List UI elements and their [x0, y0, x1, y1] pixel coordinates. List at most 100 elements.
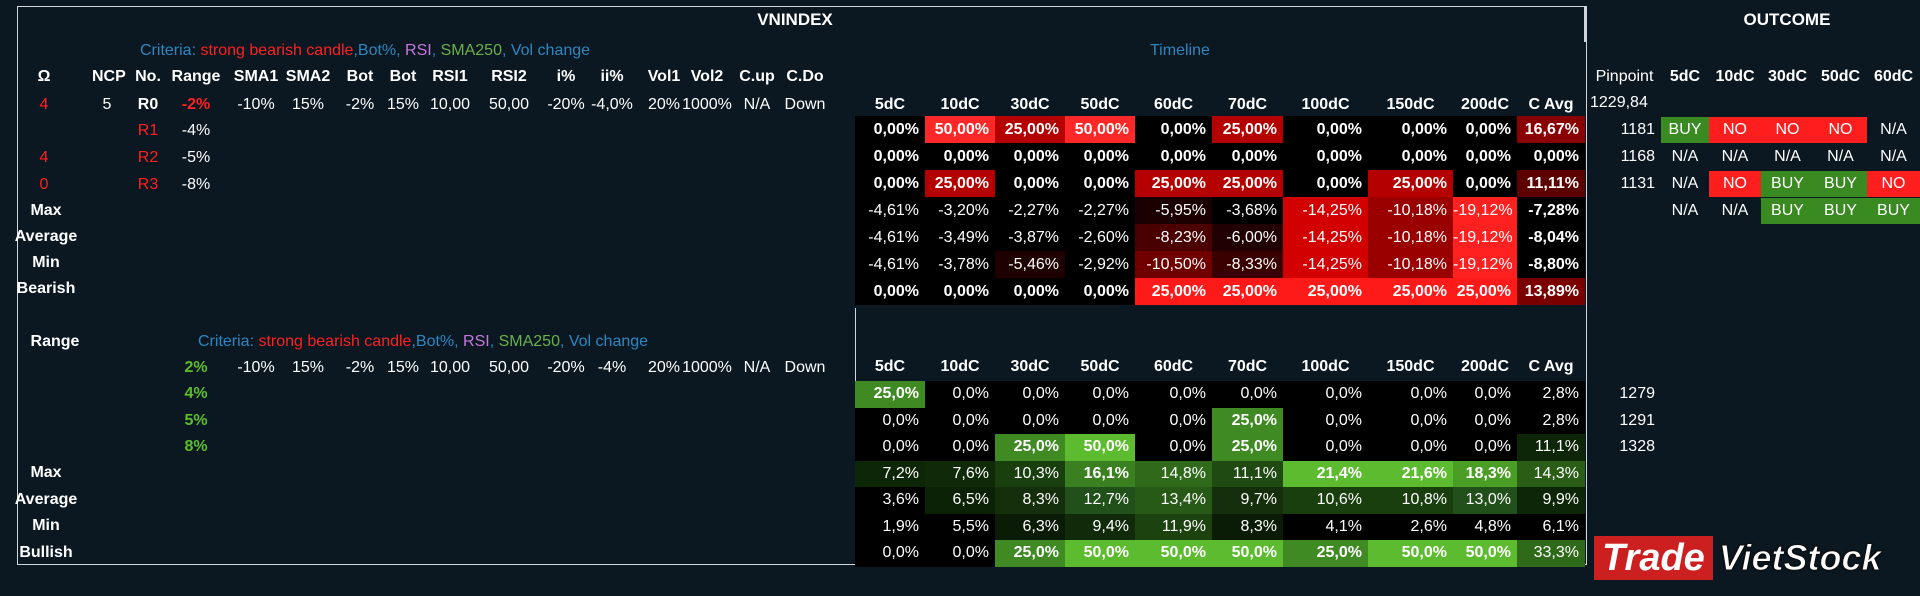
outcome-cell: N/A: [1671, 202, 1699, 219]
left-header: Vol2: [690, 68, 724, 85]
timeline-cell: -7,28%: [1517, 197, 1585, 224]
pinpoint-value: 1291: [1619, 411, 1655, 429]
criteria-sma: SMA250: [498, 333, 560, 350]
timeline-cell: 0,0%: [1065, 407, 1135, 434]
timeline-cell: 25,00%: [1368, 170, 1453, 197]
timeline-cell: -19,12%: [1453, 251, 1517, 278]
left-header: NCP: [92, 68, 126, 85]
timeline-cell: 25,00%: [1135, 170, 1212, 197]
timeline-cell: -3,87%: [995, 224, 1065, 251]
timeline-cell: 3,6%: [855, 487, 925, 514]
timeline-header: 200dC: [1460, 96, 1510, 113]
timeline-cell: -8,33%: [1212, 251, 1283, 278]
criteria-bot: ,Bot%,: [411, 333, 464, 350]
timeline-cell: 0,00%: [1453, 143, 1517, 170]
timeline-cell: 0,0%: [855, 407, 925, 434]
timeline-cell: 0,00%: [855, 170, 925, 197]
timeline-cell: 11,1%: [1517, 434, 1585, 461]
timeline-cell: 50,0%: [1065, 434, 1135, 461]
timeline-header: 150dC: [1386, 358, 1435, 375]
timeline-cell: -5,95%: [1135, 197, 1212, 224]
left-value: N/A: [743, 359, 771, 376]
timeline-cell: 25,00%: [1135, 278, 1212, 305]
outcome-cell: N/A: [1774, 148, 1801, 165]
timeline-cell: 50,00%: [925, 116, 995, 143]
criteria-sma: SMA250: [440, 42, 502, 59]
timeline-cell: 9,9%: [1517, 487, 1585, 514]
timeline-cell: 4,8%: [1453, 513, 1517, 540]
timeline-cell: 0,0%: [1283, 381, 1368, 408]
timeline-cell: -19,12%: [1453, 224, 1517, 251]
omega-value: [30, 118, 58, 144]
left-value: 20%: [647, 96, 681, 113]
stat-label: Min: [32, 517, 60, 534]
timeline-cell: 21,4%: [1283, 460, 1368, 487]
timeline-cell: 25,00%: [995, 116, 1065, 143]
timeline-cell: -3,49%: [925, 224, 995, 251]
timeline-cell: 0,00%: [1065, 143, 1135, 170]
r-label: R3: [137, 176, 159, 193]
stat-label: Max: [30, 464, 62, 481]
left-header: SMA2: [285, 68, 331, 85]
outcome-cell: N/A: [1721, 148, 1749, 165]
timeline-cell: 0,00%: [925, 143, 995, 170]
pinpoint-value: 1279: [1619, 385, 1655, 402]
timeline-cell: 0,0%: [925, 434, 995, 461]
timeline-cell: 8,3%: [1212, 513, 1283, 540]
outcome-cell: N/A: [1671, 175, 1699, 192]
timeline-header: 150dC: [1386, 96, 1435, 113]
timeline-cell: 10,3%: [995, 460, 1065, 487]
timeline-cell: 0,00%: [1065, 170, 1135, 197]
timeline-header: C Avg: [1528, 358, 1574, 375]
timeline-cell: -2,92%: [1065, 251, 1135, 278]
left-value: -2%: [181, 96, 211, 113]
timeline-cell: 25,0%: [1212, 407, 1283, 434]
timeline-cell: 0,0%: [1135, 407, 1212, 434]
timeline-cell: 16,1%: [1065, 460, 1135, 487]
outcome-cell: N/A: [1721, 202, 1749, 219]
pinpoint-value: 1168: [1620, 148, 1655, 165]
timeline-cell: 0,00%: [855, 278, 925, 305]
criteria-bot: ,Bot%,: [353, 42, 406, 59]
timeline-header: 5dC: [874, 358, 906, 375]
timeline-cell: 10,6%: [1283, 487, 1368, 514]
timeline-header: 70dC: [1227, 96, 1268, 113]
outcome-cell: BUY: [1761, 198, 1814, 224]
timeline-cell: -5,46%: [995, 251, 1065, 278]
left-value: 2%: [184, 359, 208, 376]
timeline-header: 60dC: [1153, 96, 1194, 113]
timeline-cell: -14,25%: [1283, 251, 1368, 278]
left-header: Bot: [389, 68, 417, 85]
left-header: No.: [135, 68, 161, 85]
outcome-cell: NO: [1814, 117, 1867, 143]
stat-label: Bullish: [19, 543, 73, 561]
timeline-cell: 11,9%: [1135, 513, 1212, 540]
timeline-cell: -3,20%: [925, 197, 995, 224]
timeline-header: 30dC: [1010, 358, 1050, 375]
timeline-cell: 25,0%: [1283, 540, 1368, 567]
timeline-cell: 50,0%: [1065, 540, 1135, 567]
outcome-cell: BUY: [1867, 198, 1920, 224]
outcome-cell: NO: [1867, 171, 1920, 197]
timeline-cell: 0,0%: [855, 540, 925, 567]
timeline-cell: 7,2%: [855, 460, 925, 487]
timeline-cell: 0,00%: [1517, 143, 1585, 170]
timeline-cell: -8,80%: [1517, 251, 1585, 278]
left-value: -4%: [597, 359, 627, 376]
criteria-label: Criteria:: [198, 333, 255, 350]
left-value: 50,00: [488, 96, 530, 113]
timeline-cell: 0,00%: [1453, 170, 1517, 197]
timeline-header: 5dC: [874, 96, 906, 113]
timeline-cell: 21,6%: [1368, 460, 1453, 487]
timeline-cell: 0,0%: [1283, 407, 1368, 434]
left-value: 20%: [647, 359, 681, 376]
r-label: R1: [137, 122, 159, 139]
outcome-cell: NO: [1761, 117, 1814, 143]
outcome-cell: N/A: [1827, 148, 1854, 165]
r-range: 5%: [184, 411, 208, 429]
timeline-cell: 0,0%: [1368, 407, 1453, 434]
timeline-cell: 0,0%: [925, 407, 995, 434]
outcome-cell: BUY: [1761, 171, 1814, 197]
r-label: R2: [137, 149, 159, 166]
timeline-cell: 2,6%: [1368, 513, 1453, 540]
